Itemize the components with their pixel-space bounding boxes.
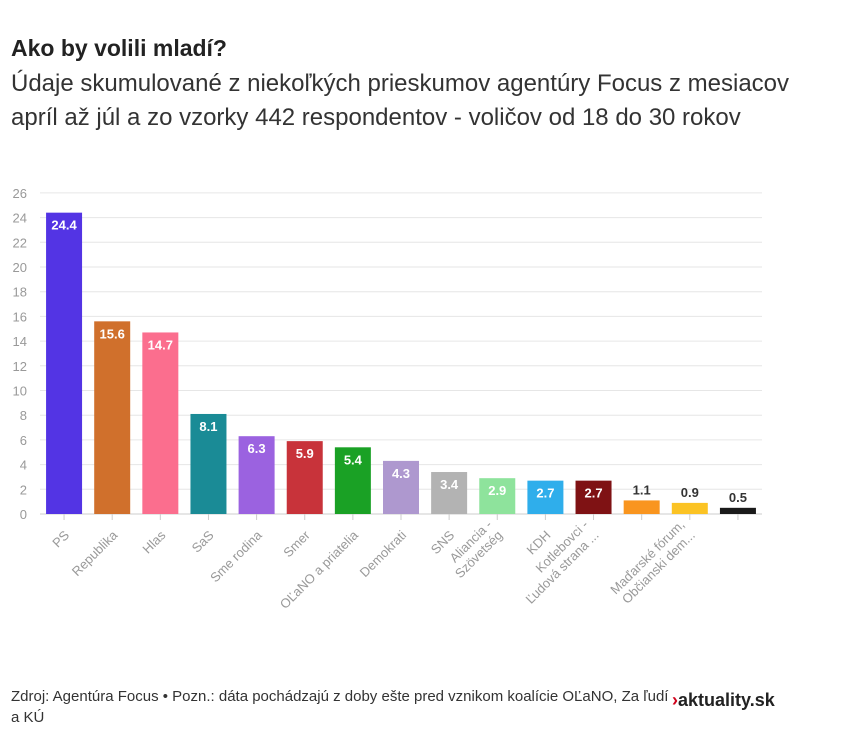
- x-tick-label: Republika: [69, 527, 121, 579]
- x-tick-label: PS: [49, 527, 72, 550]
- data-label: 0.9: [681, 485, 699, 500]
- data-label: 5.9: [296, 446, 314, 461]
- aktuality-logo: ›aktuality.sk: [672, 690, 775, 711]
- bar: [623, 500, 660, 514]
- data-label: 2.7: [536, 486, 554, 501]
- data-label: 2.7: [584, 486, 602, 501]
- x-tick-label: Demokrati: [357, 527, 410, 580]
- y-tick-label: 8: [20, 408, 27, 423]
- y-tick-label: 22: [13, 235, 27, 250]
- y-tick-label: 24: [13, 211, 27, 226]
- y-tick-label: 16: [13, 309, 27, 324]
- data-label: 4.3: [392, 466, 410, 481]
- bar: [383, 460, 419, 514]
- y-tick-label: 20: [13, 260, 27, 275]
- x-tick-label: Smer: [280, 527, 313, 560]
- data-label: 8.1: [199, 419, 217, 434]
- data-label: 6.3: [248, 441, 266, 456]
- chart-title: Ako by volili mladí?: [11, 35, 227, 61]
- y-tick-label: 0: [20, 507, 27, 522]
- bar: [575, 480, 612, 514]
- logo-mark: ›: [672, 690, 678, 710]
- y-tick-label: 10: [13, 384, 27, 399]
- y-tick-label: 2: [20, 482, 27, 497]
- bar: [190, 413, 227, 514]
- y-tick-label: 12: [13, 359, 27, 374]
- source-note: Zdroj: Agentúra Focus • Pozn.: dáta poch…: [11, 688, 669, 726]
- bar: [142, 332, 179, 514]
- y-tick-label: 6: [20, 433, 27, 448]
- chart-subtitle: Údaje skumulované z niekoľkých prieskumo…: [11, 70, 790, 131]
- bar: [334, 447, 371, 514]
- bar: [719, 507, 756, 514]
- x-tick-label: Hlas: [139, 527, 168, 556]
- x-tick-label: SaS: [189, 527, 217, 555]
- y-tick-label: 4: [20, 458, 27, 473]
- data-label: 3.4: [440, 477, 459, 492]
- bar: [479, 478, 516, 514]
- data-label: 1.1: [633, 482, 651, 497]
- bar: [46, 212, 83, 514]
- data-label: 24.4: [51, 218, 77, 233]
- bar-chart: 0246810121416182022242624.4PS15.6Republi…: [13, 186, 762, 612]
- data-label: 2.9: [488, 483, 506, 498]
- bar: [286, 441, 323, 514]
- bar: [238, 436, 275, 514]
- y-tick-label: 14: [13, 334, 27, 349]
- data-label: 14.7: [148, 337, 173, 352]
- bar: [671, 502, 708, 514]
- x-tick-label: Sme rodina: [207, 527, 265, 585]
- logo-text: aktuality.sk: [678, 690, 775, 710]
- bar: [431, 472, 468, 514]
- y-tick-label: 18: [13, 285, 27, 300]
- bar: [527, 480, 564, 514]
- bar: [94, 321, 131, 514]
- data-label: 5.4: [344, 452, 363, 467]
- y-tick-label: 26: [13, 186, 27, 201]
- data-label: 0.5: [729, 490, 747, 505]
- data-label: 15.6: [100, 326, 125, 341]
